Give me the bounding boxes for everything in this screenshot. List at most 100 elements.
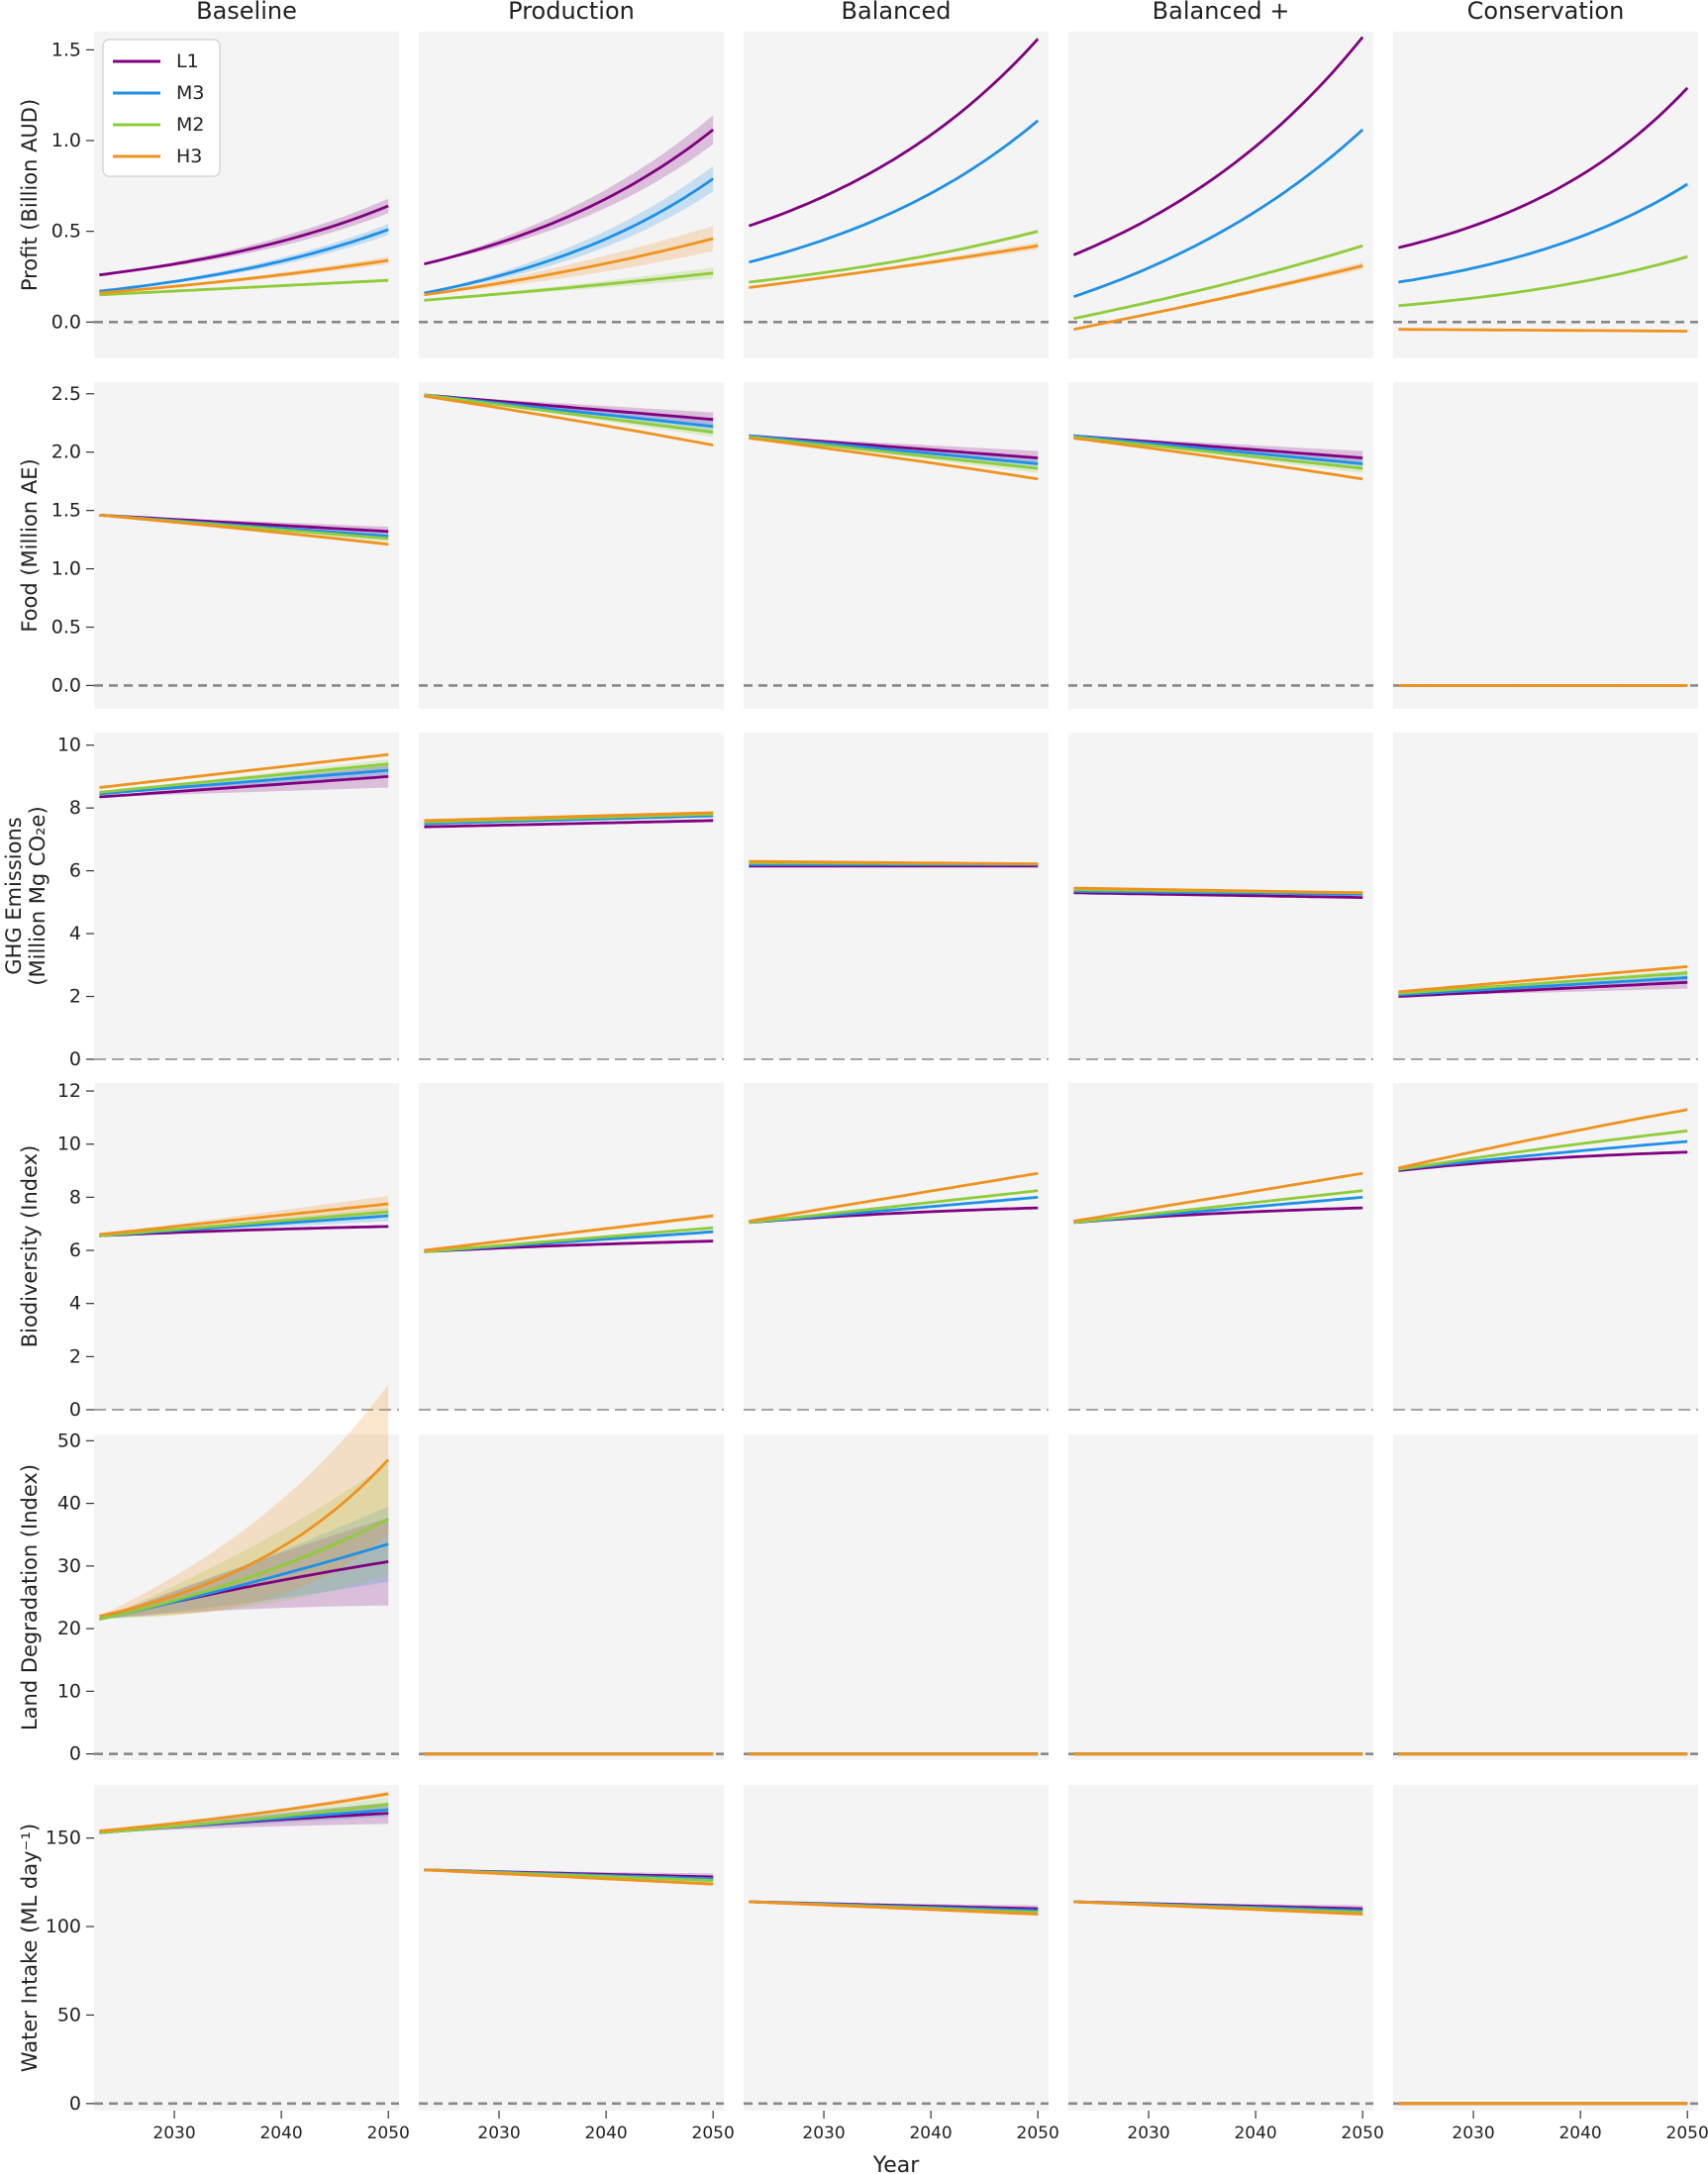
series-line-h3 — [1073, 437, 1363, 481]
xtick-label-production: 2050 — [692, 2124, 735, 2143]
xtick-label-baseline: 2050 — [367, 2124, 410, 2143]
ytick-label-row-1: 0.0 — [51, 311, 81, 333]
column-title-conservation: Conservation — [1467, 0, 1625, 25]
xtick-label-balanced: 2050 — [1017, 2124, 1059, 2143]
series-line-m3 — [1398, 182, 1688, 284]
series-line-m3 — [749, 434, 1039, 465]
panel-background — [94, 1434, 399, 1760]
panel-background — [1068, 32, 1373, 358]
legend-label-l1: L1 — [176, 50, 199, 72]
ylabel-row-4: Biodiversity (Index) — [18, 1145, 42, 1348]
series-line-h3 — [424, 394, 714, 446]
series-line-h3 — [99, 752, 389, 789]
ytick-label-row-4: 4 — [69, 1293, 81, 1315]
ylabel-row-5: Land Degradation (Index) — [18, 1464, 42, 1730]
ytick-label-row-4: 6 — [69, 1239, 81, 1261]
series-line-l1 — [424, 819, 714, 829]
band-m2 — [749, 437, 1039, 473]
legend-label-m3: M3 — [176, 82, 204, 104]
ytick-label-row-3: 10 — [57, 735, 81, 756]
series-line-h3 — [1073, 264, 1363, 332]
series-line-m2 — [99, 278, 389, 297]
ytick-label-row-5: 40 — [57, 1493, 81, 1515]
panel-background — [744, 1434, 1049, 1760]
ylabel-row-1: Profit (Billion AUD) — [18, 99, 42, 291]
xtick-label-balanced: 2050 — [1342, 2124, 1384, 2143]
band-m2 — [99, 515, 389, 543]
panel-baseline-row-2 — [94, 382, 399, 709]
panel-background — [1393, 1083, 1698, 1410]
ytick-label-row-2: 0.5 — [51, 617, 81, 639]
panel-balanced-row-1 — [744, 32, 1049, 358]
ytick-label-row-5: 10 — [57, 1680, 81, 1702]
series-line-h3 — [1398, 1108, 1688, 1170]
series-line-m2 — [749, 230, 1039, 284]
ytick-label-row-2: 1.0 — [51, 558, 81, 580]
ytick-label-row-4: 0 — [69, 1399, 81, 1421]
series-line-l1 — [99, 204, 389, 277]
series-line-h3 — [1073, 1171, 1363, 1223]
column-title-balanced: Balanced — [842, 0, 952, 25]
panel-balanced-row-3 — [744, 733, 1049, 1060]
panel-background — [1393, 1785, 1698, 2111]
panel-background — [744, 1083, 1049, 1410]
legend-label-m2: M2 — [176, 114, 204, 136]
series-line-h3 — [749, 437, 1039, 481]
series-line-l1 — [99, 775, 389, 799]
ytick-label-row-3: 2 — [69, 986, 81, 1008]
panel-conservation-row-6 — [1393, 1785, 1698, 2111]
panel-baseline-row-5 — [94, 1384, 399, 1760]
ytick-label-row-2: 2.5 — [51, 383, 81, 405]
panel-background — [419, 733, 724, 1059]
series-line-m2 — [1398, 254, 1688, 308]
panel-baseline-row-3 — [94, 733, 399, 1060]
series-line-m2 — [99, 1803, 389, 1834]
xaxis-label: Year — [872, 2153, 921, 2174]
xtick-label-balanced: 2030 — [802, 2124, 845, 2143]
panel-background — [1068, 382, 1373, 709]
band-m2 — [99, 1462, 389, 1620]
ytick-label-row-4: 2 — [69, 1345, 81, 1367]
series-line-m2 — [99, 1518, 389, 1621]
column-title-production: Production — [508, 0, 635, 25]
ytick-label-row-6: 150 — [46, 1828, 81, 1849]
panel-background — [1393, 382, 1698, 709]
series-line-m2 — [1073, 244, 1363, 321]
panel-production-row-3 — [419, 733, 724, 1060]
series-line-l1 — [748, 38, 1040, 228]
series-line-m2 — [749, 1189, 1039, 1225]
ytick-label-row-4: 10 — [57, 1134, 81, 1155]
panel-conservation-row-3 — [1393, 733, 1698, 1060]
panel-conservation-row-1 — [1393, 32, 1698, 358]
series-line-m2 — [99, 1210, 389, 1237]
ytick-label-row-1: 1.0 — [51, 130, 81, 151]
series-line-h3 — [99, 258, 389, 295]
series-line-h3 — [99, 1202, 389, 1236]
ytick-label-row-2: 2.0 — [51, 442, 81, 463]
panel-balanced-row-6 — [744, 1785, 1049, 2111]
panel-background — [1393, 1434, 1698, 1760]
series-line-l1 — [1398, 980, 1688, 998]
series-line-m3 — [1073, 889, 1363, 896]
series-line-m2 — [424, 271, 714, 302]
ylabel-row-2: Food (Million AE) — [18, 458, 42, 632]
band-m2 — [99, 759, 389, 793]
series-line-l1 — [1398, 1150, 1688, 1172]
series-line-h3 — [1073, 1900, 1363, 1916]
ytick-label-row-4: 8 — [69, 1186, 81, 1208]
ytick-label-row-6: 0 — [69, 2093, 81, 2115]
series-line-l1 — [424, 128, 715, 266]
panel-background — [744, 1785, 1049, 2111]
series-line-m3 — [1073, 434, 1363, 465]
legend-label-h3: H3 — [176, 146, 202, 167]
panel-conservation-row-5 — [1393, 1434, 1698, 1760]
series-line-m2 — [424, 1226, 714, 1253]
series-line-m3 — [749, 119, 1040, 264]
ytick-label-row-3: 4 — [69, 923, 81, 944]
series-line-m3 — [424, 814, 714, 826]
panel-background — [419, 1434, 724, 1760]
panel-background — [1068, 1434, 1373, 1760]
panel-background — [419, 1785, 724, 2111]
panel-balanced-row-4 — [744, 1083, 1049, 1411]
panel-production-row-2 — [419, 382, 724, 709]
